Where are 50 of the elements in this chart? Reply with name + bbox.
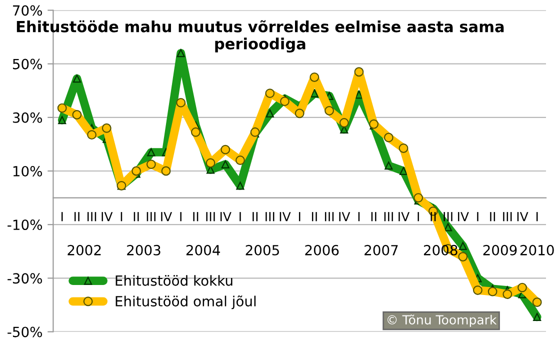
annotation: 2002 [68, 244, 101, 256]
annotation: 2009 [483, 244, 517, 256]
y-tick-label: -50% [8, 326, 42, 338]
x-tick-label: II [312, 212, 317, 222]
x-tick-label: II [371, 212, 376, 222]
y-tick-label: 50% [12, 58, 42, 70]
y-tick-label: 70% [13, 5, 42, 16]
x-tick-label: II [490, 212, 496, 222]
legend-label: Ehitustööd omal jõul [116, 295, 256, 310]
x-tick-label: II [74, 212, 80, 222]
x-tick-label: I [240, 212, 241, 222]
x-tick-label: IV [161, 212, 172, 222]
annotation: 2003 [127, 244, 160, 256]
x-tick-label: I [358, 212, 360, 222]
x-tick-label: IV [458, 212, 469, 222]
x-tick-label: I [418, 212, 419, 222]
x-tick-label: III [503, 212, 512, 222]
y-tick-label: 10% [13, 166, 42, 176]
x-tick-label: II [134, 212, 139, 222]
x-tick-label: III [87, 212, 96, 222]
legend-label: Ehitustööd kokku [116, 275, 232, 286]
x-tick-label: IV [220, 212, 232, 222]
annotation: © Tõnu Toompark [388, 314, 497, 327]
annotation: 2006 [305, 244, 339, 256]
x-tick-label: I [61, 212, 63, 222]
x-tick-label: III [266, 212, 274, 222]
x-tick-label: I [120, 212, 122, 222]
x-tick-label: I [298, 212, 300, 222]
y-tick-label: 30% [12, 112, 42, 123]
x-tick-label: I [180, 212, 182, 222]
annotation: 2010 [520, 244, 554, 256]
x-tick-label: II [193, 212, 198, 222]
x-tick-label: IV [339, 212, 350, 222]
annotation: 2007 [364, 244, 398, 256]
x-tick-label: III [324, 212, 334, 222]
x-tick-label: III [206, 212, 215, 222]
x-tick-label: IV [398, 212, 410, 222]
x-tick-label: III [384, 212, 393, 222]
x-tick-label: I [536, 212, 538, 222]
x-tick-label: I [477, 212, 478, 222]
text: Ehitustööde mahu muutus võrreldes eelmise aasta sama perioodiga [16, 20, 504, 53]
x-tick-label: II [252, 212, 258, 222]
annotation: 2004 [186, 244, 220, 256]
x-tick-label: IV [280, 212, 291, 222]
annotation: 2005 [246, 244, 279, 256]
x-tick-label: III [146, 212, 156, 222]
x-tick-label: IV [517, 212, 528, 222]
y-tick-label: -10% [8, 220, 42, 230]
x-tick-label: IV [102, 212, 113, 222]
y-tick-label: -30% [8, 273, 42, 284]
